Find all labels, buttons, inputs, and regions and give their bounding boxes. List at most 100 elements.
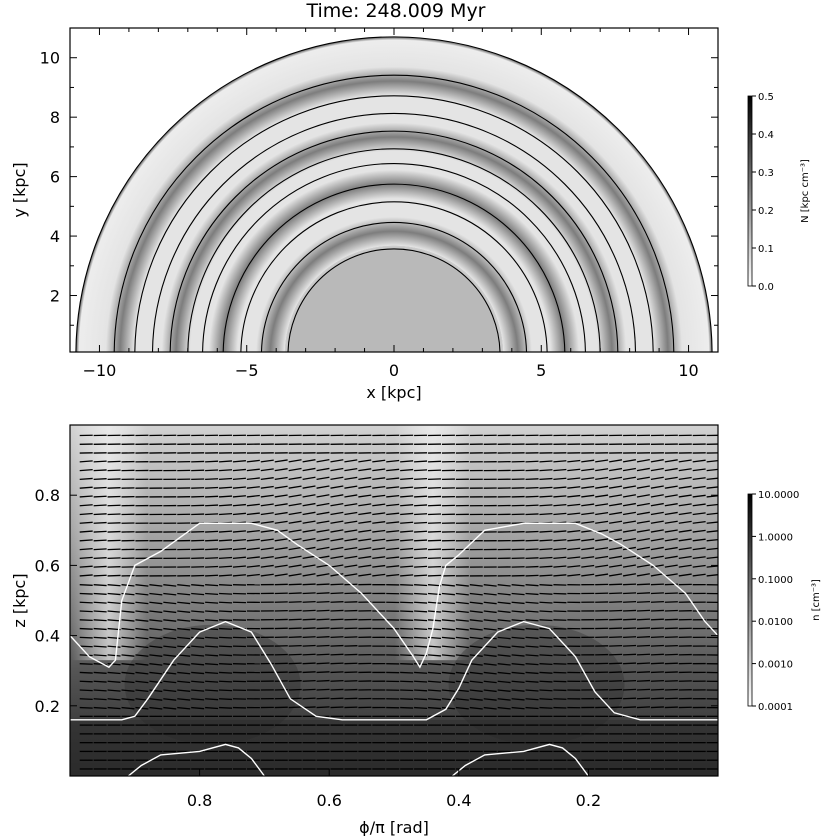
velocity-arrow bbox=[455, 645, 469, 649]
velocity-arrow bbox=[414, 636, 428, 639]
velocity-arrow bbox=[636, 583, 651, 586]
velocity-arrow bbox=[511, 592, 525, 596]
density-contour bbox=[425, 522, 718, 654]
velocity-arrow bbox=[358, 538, 372, 542]
velocity-arrow bbox=[650, 494, 664, 498]
velocity-arrow bbox=[650, 627, 664, 630]
x-axis-label: ϕ/π [rad] bbox=[359, 818, 429, 836]
velocity-arrow bbox=[678, 538, 692, 542]
velocity-arrow bbox=[664, 564, 678, 568]
y-tick-label: 0.6 bbox=[35, 556, 60, 575]
velocity-arrow bbox=[149, 671, 163, 675]
velocity-arrow bbox=[330, 538, 344, 542]
velocity-arrow bbox=[427, 627, 442, 631]
velocity-arrow bbox=[553, 539, 567, 542]
velocity-arrow bbox=[581, 503, 595, 507]
bottom-panel: 0.8 0.6 0.4 0.2 0.2 0.4 0.6 0.8 ϕ/π [rad] z [kpc] bbox=[10, 424, 719, 836]
velocity-arrow bbox=[358, 520, 372, 524]
velocity-arrow bbox=[372, 512, 386, 516]
velocity-arrow bbox=[525, 565, 539, 568]
velocity-arrow bbox=[525, 584, 539, 587]
velocity-arrow bbox=[316, 592, 330, 595]
velocity-arrow bbox=[650, 573, 664, 577]
velocity-arrow bbox=[483, 610, 497, 614]
velocity-arrow bbox=[246, 512, 260, 516]
velocity-arrow bbox=[330, 662, 344, 665]
velocity-arrow bbox=[386, 494, 400, 498]
velocity-arrow bbox=[567, 503, 581, 507]
velocity-arrow bbox=[302, 476, 316, 481]
velocity-arrow bbox=[107, 706, 121, 710]
velocity-arrow bbox=[260, 512, 274, 516]
velocity-arrow bbox=[93, 460, 107, 463]
velocity-arrow bbox=[177, 645, 191, 649]
velocity-arrow bbox=[302, 459, 316, 463]
velocity-arrow bbox=[595, 494, 609, 498]
velocity-arrow bbox=[441, 627, 455, 631]
velocity-arrow bbox=[636, 644, 651, 647]
velocity-arrow bbox=[567, 459, 581, 463]
velocity-arrow bbox=[274, 485, 288, 489]
velocity-arrow bbox=[260, 485, 274, 489]
velocity-arrow bbox=[246, 529, 260, 533]
velocity-arrow bbox=[121, 671, 135, 675]
velocity-arrow bbox=[511, 706, 525, 710]
velocity-arrow bbox=[219, 610, 233, 613]
velocity-arrow bbox=[302, 494, 316, 498]
velocity-arrow bbox=[218, 539, 233, 542]
velocity-arrow bbox=[469, 619, 483, 622]
velocity-arrow bbox=[441, 619, 455, 622]
density-contour bbox=[70, 522, 428, 669]
velocity-arrow bbox=[636, 467, 650, 472]
velocity-arrow bbox=[316, 706, 330, 709]
velocity-arrow bbox=[135, 627, 149, 631]
velocity-arrow bbox=[636, 546, 650, 551]
velocity-arrow bbox=[622, 467, 636, 472]
velocity-arrow bbox=[622, 573, 636, 577]
velocity-arrow bbox=[79, 654, 93, 657]
velocity-arrow bbox=[93, 627, 107, 631]
velocity-arrow bbox=[93, 610, 107, 613]
velocity-arrow bbox=[93, 584, 107, 587]
velocity-arrow bbox=[330, 564, 344, 568]
velocity-arrow bbox=[205, 592, 219, 596]
velocity-arrow bbox=[664, 529, 678, 533]
colorbar-tick-label: 0.0100 bbox=[758, 617, 793, 628]
velocity-arrow bbox=[692, 468, 706, 472]
velocity-arrow bbox=[302, 679, 316, 682]
velocity-arrow bbox=[469, 610, 483, 614]
velocity-arrow bbox=[386, 521, 400, 524]
velocity-arrow bbox=[344, 529, 358, 533]
velocity-arrow bbox=[469, 680, 483, 684]
velocity-arrow bbox=[344, 546, 358, 551]
velocity-arrow bbox=[205, 601, 219, 604]
velocity-arrow bbox=[623, 592, 637, 595]
velocity-arrow bbox=[636, 537, 650, 542]
velocity-arrow bbox=[539, 565, 553, 568]
velocity-arrow bbox=[274, 564, 288, 568]
velocity-arrow bbox=[274, 573, 288, 577]
velocity-arrow bbox=[692, 529, 706, 533]
velocity-arrow bbox=[288, 662, 302, 665]
velocity-arrow bbox=[288, 688, 302, 691]
velocity-arrow bbox=[567, 477, 581, 481]
velocity-arrow bbox=[232, 495, 246, 498]
velocity-arrow bbox=[511, 698, 525, 701]
velocity-arrow bbox=[636, 459, 650, 463]
velocity-arrow bbox=[177, 584, 191, 587]
density-contour bbox=[151, 112, 637, 352]
velocity-arrow bbox=[344, 520, 358, 524]
velocity-arrow bbox=[636, 511, 650, 516]
velocity-arrow bbox=[609, 636, 623, 639]
velocity-arrow bbox=[93, 530, 107, 533]
velocity-arrow bbox=[609, 538, 623, 542]
velocity-arrow bbox=[302, 538, 316, 542]
velocity-arrow bbox=[135, 636, 149, 640]
velocity-arrow bbox=[316, 627, 330, 630]
bottom-plot-frame bbox=[69, 424, 719, 777]
colorbar-tick-label: 0.0 bbox=[758, 282, 774, 293]
velocity-arrow bbox=[93, 495, 107, 498]
velocity-arrow bbox=[79, 663, 93, 665]
velocity-arrow bbox=[595, 485, 609, 489]
velocity-arrow bbox=[135, 689, 149, 693]
